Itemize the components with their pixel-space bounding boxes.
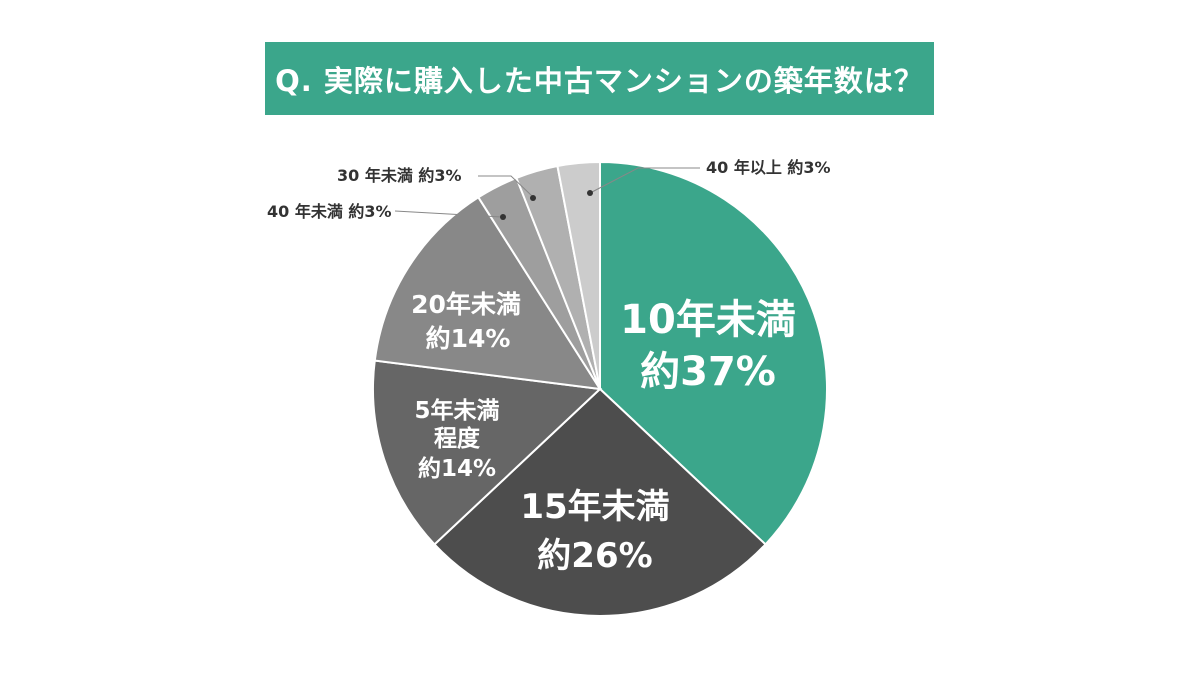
pie-slice-3 — [373, 195, 602, 391]
callout-leader-line — [394, 210, 503, 218]
chart-title: Q. 実際に購入した中古マンションの築年数は？ — [265, 42, 934, 115]
slice-label-20: 20年未満 — [411, 290, 521, 319]
callout-30-under: 30 年未満 約3% — [337, 166, 536, 201]
callout-dot — [500, 214, 506, 220]
callout-leader-line — [478, 175, 533, 197]
callout-label-40-under: 40 年未満 約3% — [267, 202, 392, 221]
slice-percent-15: 約26% — [537, 536, 652, 576]
callout-label-30-under: 30 年未満 約3% — [337, 166, 462, 185]
callout-label-40-over: 40 年以上 約3% — [706, 158, 831, 177]
callout-dot — [530, 195, 536, 201]
callout-leader-line — [591, 167, 700, 193]
slice-label-15: 15年未満 — [520, 487, 669, 527]
slice-percent-5: 約14% — [418, 455, 496, 482]
pie-slice-6 — [556, 160, 601, 390]
slice-percent-20: 約14% — [426, 324, 511, 353]
slice-label-5-line2: 程度 — [434, 425, 481, 452]
slice-label-5-line1: 5年未満 — [414, 397, 499, 424]
slice-percent-10: 約37% — [640, 349, 776, 395]
callout-40-over: 40 年以上 約3% — [587, 158, 831, 196]
slice-label-10: 10年未満 — [620, 297, 796, 343]
pie-slice-0 — [599, 160, 829, 546]
pie-slice-2 — [372, 359, 603, 546]
callout-dot — [587, 190, 593, 196]
pie-slice-1 — [433, 387, 767, 618]
pie-slices — [372, 160, 829, 618]
callout-40-under: 40 年未満 約3% — [267, 202, 506, 221]
